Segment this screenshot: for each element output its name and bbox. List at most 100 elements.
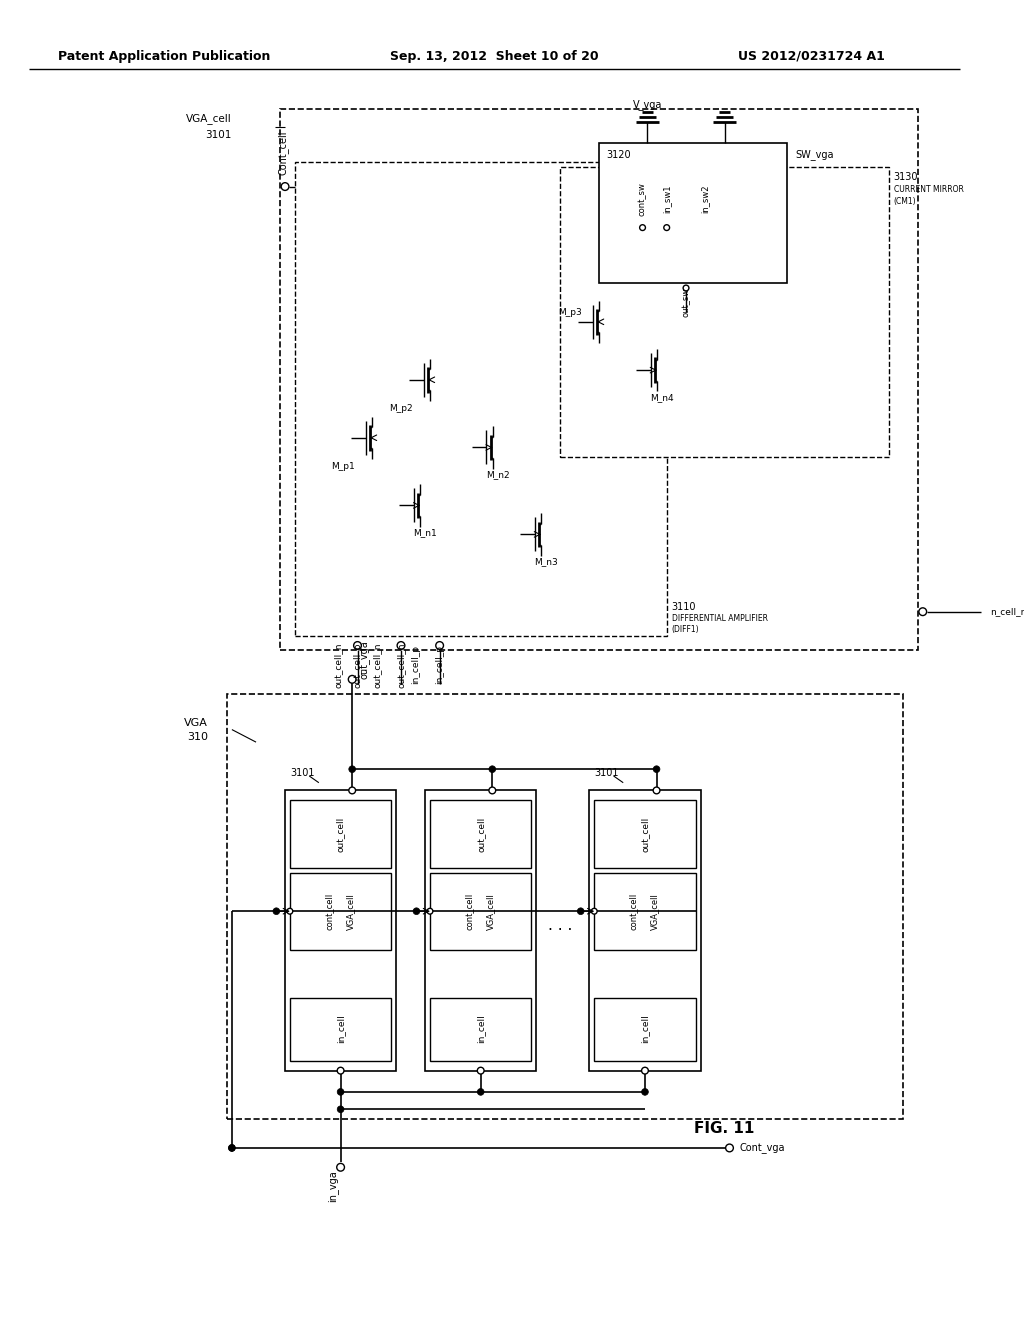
Text: Sep. 13, 2012  Sheet 10 of 20: Sep. 13, 2012 Sheet 10 of 20 [390,50,599,62]
Text: in_cell_p: in_cell_p [435,645,444,684]
Text: out_cell: out_cell [476,816,485,851]
Circle shape [436,642,443,649]
Circle shape [353,642,361,649]
Circle shape [683,285,689,290]
Text: DIFFERENTIAL AMPLIFIER: DIFFERENTIAL AMPLIFIER [672,614,768,623]
Text: 310: 310 [186,733,208,742]
Circle shape [591,908,597,915]
Text: out_cell: out_cell [640,816,649,851]
Bar [290,998,391,1061]
Circle shape [664,224,670,231]
Text: in_cell_p: in_cell_p [411,645,420,684]
Text: M_n2: M_n2 [485,470,509,479]
Text: M_n3: M_n3 [535,557,558,566]
Text: n_cell_n: n_cell_n [990,607,1024,616]
Text: VGA_cell: VGA_cell [650,892,659,929]
Circle shape [653,787,659,793]
Bar [430,998,531,1061]
Text: out_cell: out_cell [336,816,345,851]
Text: out_sw: out_sw [682,288,690,317]
Circle shape [427,908,433,915]
Text: out_cell_n: out_cell_n [373,642,381,688]
Circle shape [413,908,420,915]
Circle shape [348,676,356,684]
Circle shape [337,1106,344,1113]
Text: M_n1: M_n1 [414,528,437,537]
Text: 3101: 3101 [594,768,618,777]
Text: cont_cell: cont_cell [465,892,474,929]
Text: in_sw2: in_sw2 [700,185,710,213]
Bar [281,110,918,651]
Text: M_p2: M_p2 [389,404,413,413]
Text: · · ·: · · · [548,923,572,939]
Text: in_sw1: in_sw1 [663,185,671,213]
Text: in_cell: in_cell [640,1015,649,1044]
Text: Cont_vga: Cont_vga [739,1143,784,1154]
Bar [285,791,396,1071]
Circle shape [228,1144,236,1151]
Text: 3110: 3110 [672,602,696,612]
Text: Patent Application Publication: Patent Application Publication [58,50,270,62]
Text: VGA_cell: VGA_cell [186,114,231,124]
Circle shape [640,224,645,231]
Text: VGA_cell: VGA_cell [485,892,495,929]
Text: out_cell_p: out_cell_p [353,642,362,688]
Text: out_cell_n: out_cell_n [334,642,343,688]
Bar [594,800,695,867]
Text: in_cell: in_cell [336,1015,345,1044]
Bar [290,800,391,867]
Text: cont_cell: cont_cell [629,892,638,929]
Circle shape [337,1068,344,1074]
Text: cont_cell: cont_cell [325,892,334,929]
Bar [599,143,787,284]
Bar [594,873,695,950]
Text: CURRENT MIRROR: CURRENT MIRROR [894,185,964,194]
Circle shape [337,1089,344,1096]
Text: 3120: 3120 [607,149,632,160]
Circle shape [477,1068,484,1074]
Text: out_cell_n: out_cell_n [396,642,406,688]
Text: (CM1): (CM1) [894,197,916,206]
Circle shape [287,908,293,915]
Circle shape [228,1144,236,1151]
Circle shape [642,1089,648,1096]
Circle shape [273,908,280,915]
Text: (DIFF1): (DIFF1) [672,624,699,634]
Circle shape [337,1163,344,1171]
Bar [295,162,667,636]
Text: V_vga: V_vga [633,99,663,110]
Circle shape [282,182,289,190]
Circle shape [477,1089,484,1096]
Bar [430,873,531,950]
Text: US 2012/0231724 A1: US 2012/0231724 A1 [738,50,885,62]
Bar [425,791,537,1071]
Text: 3101: 3101 [290,768,314,777]
Circle shape [726,1144,733,1152]
Circle shape [653,766,659,772]
Text: M_p3: M_p3 [558,308,582,317]
Text: out_vga: out_vga [359,640,371,680]
Circle shape [578,908,584,915]
Text: 3130: 3130 [894,172,919,182]
Text: SW_vga: SW_vga [796,149,834,160]
Circle shape [349,787,355,793]
Text: M_p1: M_p1 [331,462,355,471]
Text: VGA: VGA [184,718,208,727]
Circle shape [349,766,355,772]
Circle shape [397,642,404,649]
Text: 3101: 3101 [206,131,231,140]
Bar [227,694,903,1119]
Circle shape [488,787,496,793]
Circle shape [488,766,496,772]
Bar [430,800,531,867]
Circle shape [642,1068,648,1074]
Bar [590,791,700,1071]
Circle shape [919,607,927,615]
Text: cont_sw: cont_sw [638,182,647,215]
Text: Cont_cell: Cont_cell [278,131,289,176]
Text: VGA_cell: VGA_cell [346,892,354,929]
Text: in_vga: in_vga [328,1171,338,1203]
Text: M_n4: M_n4 [650,392,674,401]
Bar [594,998,695,1061]
Bar [560,168,889,457]
